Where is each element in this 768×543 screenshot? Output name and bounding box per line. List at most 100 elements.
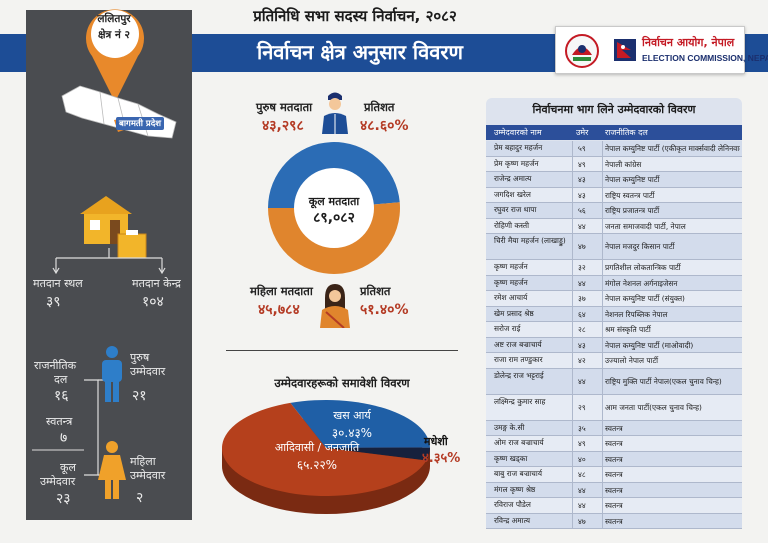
- candidate-name: कृष्ण खड्का: [494, 453, 528, 463]
- election-commission-logo-icon: [614, 39, 636, 61]
- column-divider: [572, 420, 573, 435]
- polling-station-label: मतदान स्थल: [33, 277, 83, 290]
- party-candidate-count: १६: [54, 388, 69, 404]
- candidate-age: ४७: [578, 516, 586, 526]
- pie-slice-madhesi: [326, 447, 430, 461]
- table-row: कृष्ण खड्का ४० स्वतन्त्र: [486, 451, 742, 467]
- candidate-name: मंगल कृष्ण श्रेष्ठ: [494, 484, 536, 494]
- column-divider: [602, 436, 603, 451]
- candidate-age: ५९: [578, 144, 586, 153]
- district-name: ललितपुर: [97, 13, 131, 25]
- table-row: सरोज राई २८ श्रम संस्कृति पार्टी: [486, 322, 742, 338]
- table-row: डोलेन्द्र राज भट्टराई ४४ राष्ट्रिय मुक्ति …: [486, 368, 742, 395]
- candidate-age: ४९: [578, 159, 586, 169]
- table-row: राजेन्द्र अमात्य ४३ नेपाल कम्युनिष्ट पार्ट…: [486, 172, 742, 188]
- location-pin-icon: [86, 9, 144, 103]
- nepal-map-icon: [61, 85, 177, 139]
- column-divider: [602, 203, 603, 218]
- khas-value: ३०.४३%: [331, 426, 373, 440]
- candidate-name: लक्ष्मिन्द्र कुमार साह: [494, 396, 546, 406]
- candidate-age: ४३: [578, 190, 586, 200]
- candidate-name: रघुवर राज थापा: [494, 205, 537, 214]
- female-voter-pct: ५१.४०%: [360, 302, 409, 318]
- candidate-age: ३२: [578, 263, 586, 272]
- column-divider: [602, 420, 603, 435]
- column-divider: [572, 322, 573, 337]
- polling-center-count: १०४: [142, 294, 164, 310]
- table-row: मंगल कृष्ण श्रेष्ठ ४४ स्वतन्त्र: [486, 482, 742, 498]
- khas-label: खस आर्य: [333, 409, 371, 422]
- candidate-name: उमङ्ग के.सी: [494, 422, 525, 432]
- column-divider: [602, 451, 603, 466]
- table-row: लक्ष्मिन्द्र कुमार साह २९ आम जनता पार्टी(ए…: [486, 394, 742, 421]
- column-divider: [572, 156, 573, 171]
- page-title: निर्वाचन क्षेत्र अनुसार विवरण: [257, 40, 463, 64]
- pie-slice-adivasi: [222, 402, 427, 496]
- table-row: रविन्द्र अमात्य ४७ स्वतन्त्र: [486, 513, 742, 529]
- inclusion-pie-chart: [222, 400, 430, 514]
- column-divider: [572, 203, 573, 218]
- column-divider: [602, 275, 603, 290]
- candidate-name: ओम राज बज्राचार्य: [494, 438, 544, 447]
- candidate-age: ४४: [578, 221, 586, 231]
- column-divider: [602, 291, 603, 306]
- candidate-party: आम जनता पार्टी(एकल चुनाव चिन्ह): [605, 402, 702, 412]
- section-divider: [226, 350, 458, 351]
- column-divider: [602, 306, 603, 321]
- candidate-party: मंगोल नेशनल अर्गनाइजेसन: [605, 278, 678, 288]
- total-label-2: उम्मेदवार: [40, 475, 76, 488]
- column-divider: [572, 451, 573, 466]
- candidate-party: नेपाल कम्युनिष्ट पार्टी (माओवादी): [605, 340, 694, 350]
- column-divider: [572, 172, 573, 187]
- party-label-2: दल: [54, 373, 68, 386]
- independent-label: स्वतन्त्र: [46, 415, 73, 428]
- column-divider: [572, 482, 573, 497]
- candidate-table: निर्वाचनमा भाग लिने उम्मेदवारको विवरण उम…: [486, 98, 742, 529]
- column-divider: [572, 306, 573, 321]
- inclusion-chart-title: उम्मेदवारहरूको समावेशी विवरण: [274, 376, 410, 390]
- candidate-name: प्रेम कृष्ण महर्जन: [494, 158, 539, 168]
- male-candidate-icon: [102, 346, 122, 402]
- candidate-name: राजेन्द्र अमात्य: [494, 174, 532, 183]
- table-row: रविराज पौडेल ४४ स्वतन्त्र: [486, 498, 742, 514]
- voter-donut-chart: [268, 141, 400, 274]
- candidate-age: ४७: [578, 242, 586, 251]
- candidate-party: उज्यालो नेपाल पार्टी: [605, 356, 659, 365]
- male-candidate-label-2: उम्मेदवार: [130, 365, 166, 378]
- constituency-number: क्षेत्र नं २: [98, 29, 130, 41]
- table-row: प्रेम बहादुर महर्जन ५९ नेपाल कम्युनिष्ट पा…: [486, 141, 742, 157]
- column-divider: [572, 260, 573, 275]
- province-label: बागमती प्रदेश: [116, 117, 165, 130]
- candidate-party: स्वतन्त्र: [605, 439, 623, 448]
- table-row: उमङ्ग के.सी ३५ स्वतन्त्र: [486, 420, 742, 436]
- table-row: ओम राज बज्राचार्य ४९ स्वतन्त्र: [486, 436, 742, 452]
- table-row: खेम प्रसाद श्रेष्ठ ६४ नेशनल रिपब्लिक नेपाल: [486, 306, 742, 322]
- column-divider: [572, 141, 573, 156]
- column-divider: [572, 218, 573, 233]
- female-candidate-count: २: [136, 490, 144, 506]
- polling-station-icon: [80, 196, 147, 259]
- candidate-party: स्वतन्त्र: [605, 423, 623, 433]
- candidate-party: स्वतन्त्र: [605, 501, 623, 510]
- candidate-party: श्रम संस्कृति पार्टी: [605, 325, 651, 334]
- column-divider: [602, 172, 603, 187]
- candidate-age: ४२: [578, 356, 586, 365]
- male-voter-pct: ४८.६०%: [360, 118, 409, 134]
- table-row: चिरी मैया महर्जन (लाखाड्डु) ४७ नेपाल मजदुर…: [486, 234, 742, 260]
- table-row: रमेश आचार्य ३७ नेपाल कम्युनिष्ट पार्टी (सं…: [486, 291, 742, 307]
- column-divider: [602, 322, 603, 337]
- column-divider: [602, 156, 603, 171]
- female-voter-pct-label: प्रतिशत: [360, 284, 391, 298]
- column-divider: [572, 291, 573, 306]
- column-divider: [572, 467, 573, 482]
- column-divider: [572, 234, 573, 259]
- column-divider: [572, 275, 573, 290]
- candidate-name: चिरी मैया महर्जन (लाखाड्डु): [494, 236, 566, 245]
- candidate-party: स्वतन्त्र: [605, 470, 623, 479]
- column-divider: [602, 482, 603, 497]
- candidate-name: डोलेन्द्र राज भट्टराई: [494, 370, 544, 380]
- column-divider: [602, 498, 603, 513]
- table-body: प्रेम बहादुर महर्जन ५९ नेपाल कम्युनिष्ट पा…: [486, 141, 742, 529]
- header-age: उमेर: [576, 128, 589, 137]
